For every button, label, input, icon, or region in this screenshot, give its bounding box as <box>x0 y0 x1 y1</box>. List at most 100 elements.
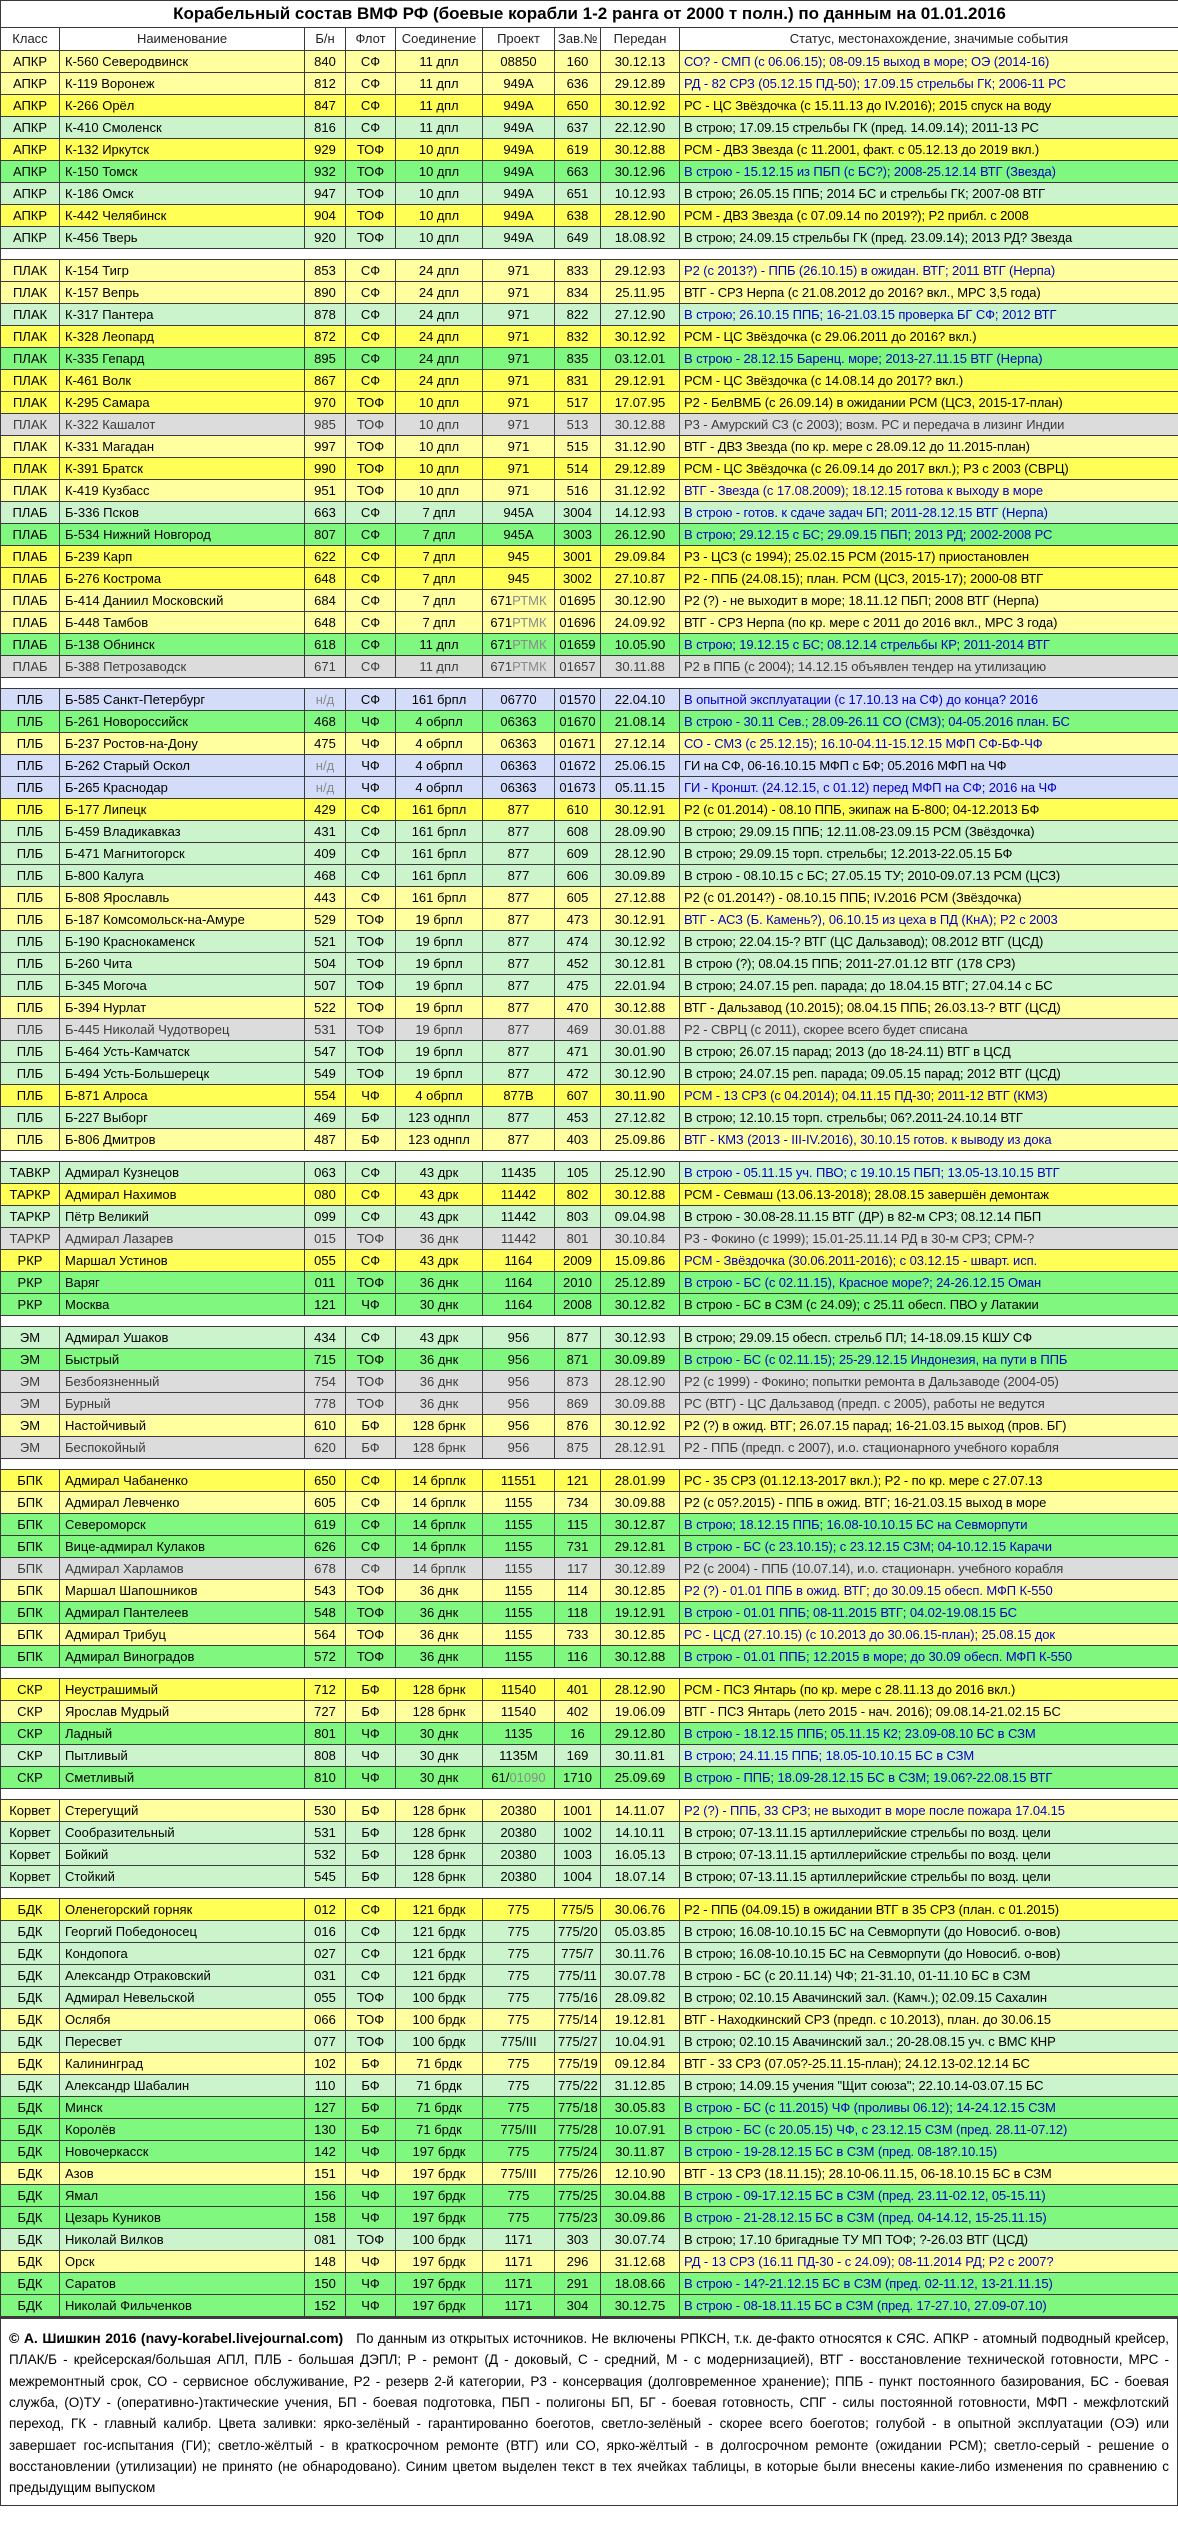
cell-date: 29.12.93 <box>600 259 680 282</box>
cell-fleet: ТОФ <box>345 930 396 953</box>
cell-project: 11540 <box>482 1700 555 1723</box>
cell-status: Р3 - Амурский СЗ (с 2003); возм. РС и пе… <box>678 413 1178 436</box>
ships-table: Корабельный состав ВМФ РФ (боевые корабл… <box>0 0 1178 2317</box>
cell-fleet: ТОФ <box>345 226 396 249</box>
ship-row: ПЛБ Б-237 Ростов-на-Дону 475 ЧФ 4 обрпл 06363… <box>0 732 1178 755</box>
ship-row: БДК Калининград 102 БФ 71 брдк 775 775/19 09.12… <box>0 2052 1178 2075</box>
cell-project: 775 <box>482 1942 555 1965</box>
cell-status: Р2 в ППБ (с 2004); 14.12.15 объявлен тен… <box>678 655 1178 678</box>
cell-unit: 197 брдк <box>395 2140 483 2163</box>
cell-project: 20380 <box>482 1799 555 1822</box>
cell-bort: 648 <box>304 611 346 634</box>
cell-bort: 929 <box>304 138 346 161</box>
cell-zav: 470 <box>554 996 601 1019</box>
cell-zav: 01672 <box>554 754 601 777</box>
cell-project: 11435 <box>482 1161 555 1184</box>
cell-class: БПК <box>0 1535 60 1558</box>
cell-bort: 409 <box>304 842 346 865</box>
ship-row: БДК Ямал 156 ЧФ 197 брдк 775 775/25 30.04.88 В с… <box>0 2184 1178 2207</box>
cell-status: Р3 - Фокино (с 1999); 15.01-25.11.14 РД … <box>678 1227 1178 1250</box>
cell-class: ПЛБ <box>0 1062 60 1085</box>
ship-row: АПКР К-132 Иркутск 929 ТОФ 10 дпл 949А 619 30.1… <box>0 138 1178 161</box>
cell-class: ПЛБ <box>0 710 60 733</box>
cell-bort: 622 <box>304 545 346 568</box>
cell-status: В строю; 22.04.15-? ВТГ (ЦС Дальзавод); … <box>678 930 1178 953</box>
cell-class: ПЛБ <box>0 688 60 711</box>
cell-project: 775 <box>482 2184 555 2207</box>
cell-bort: 507 <box>304 974 346 997</box>
cell-zav: 474 <box>554 930 601 953</box>
cell-class: АПКР <box>0 72 60 95</box>
cell-status: В строю; 24.07.15 реп. парада; 09.05.15 … <box>678 1062 1178 1085</box>
cell-unit: 36 днк <box>395 1601 483 1624</box>
cell-unit: 7 дпл <box>395 589 483 612</box>
cell-project: 1155 <box>482 1623 555 1646</box>
cell-project: 877В <box>482 1084 555 1107</box>
cell-bort: 142 <box>304 2140 346 2163</box>
cell-date: 28.12.91 <box>600 1436 680 1459</box>
cell-class: ПЛБ <box>0 842 60 865</box>
cell-class: АПКР <box>0 94 60 117</box>
ship-row: ПЛБ Б-177 Липецк 429 СФ 161 брпл 877 610 30.12.… <box>0 798 1178 821</box>
cell-date: 18.07.14 <box>600 1865 680 1888</box>
cell-project: 971 <box>482 369 555 392</box>
cell-status: В строю; 26.10.15 ППБ; 16-21.03.15 прове… <box>678 303 1178 326</box>
cell-project: 1171 <box>482 2272 555 2295</box>
cell-zav: 16 <box>554 1722 601 1745</box>
cell-class: ПЛАК <box>0 457 60 480</box>
cell-name: Маршал Шапошников <box>59 1579 305 1602</box>
column-header-row: Класс Наименование Б/н Флот Соединение П… <box>0 27 1178 51</box>
cell-status: В строю - 30.08-28.11.15 ВТГ (ДР) в 82-м… <box>678 1205 1178 1228</box>
cell-project: 956 <box>482 1348 555 1371</box>
cell-project: 1155 <box>482 1601 555 1624</box>
cell-bort: н/д <box>304 776 346 799</box>
cell-class: БДК <box>0 2140 60 2163</box>
cell-date: 30.07.78 <box>600 1964 680 1987</box>
cell-status: В строю; 24.11.15 ППБ; 18.05-10.10.15 БС… <box>678 1744 1178 1767</box>
ship-row: ПЛБ Б-494 Усть-Большерецк 549 ТОФ 19 брпл 877… <box>0 1062 1178 1085</box>
cell-name: Б-800 Калуга <box>59 864 305 887</box>
cell-class: БДК <box>0 1986 60 2009</box>
cell-bort: 650 <box>304 1469 346 1492</box>
cell-zav: 775/7 <box>554 1942 601 1965</box>
cell-status: Р3 - ЦСЗ (с 1994); 25.02.15 РСМ (2015-17… <box>678 545 1178 568</box>
cell-date: 03.12.01 <box>600 347 680 370</box>
cell-date: 26.12.90 <box>600 523 680 546</box>
cell-status: В строю; 07-13.11.15 артиллерийские стре… <box>678 1843 1178 1866</box>
ship-row: БДК Георгий Победоносец 016 СФ 121 брдк 775 77… <box>0 1920 1178 1943</box>
cell-name: Б-394 Нурлат <box>59 996 305 1019</box>
cell-date: 22.12.90 <box>600 116 680 139</box>
cell-date: 30.12.93 <box>600 1326 680 1349</box>
cell-date: 29.09.84 <box>600 545 680 568</box>
cell-name: Пересвет <box>59 2030 305 2053</box>
cell-bort: 618 <box>304 633 346 656</box>
ship-row: АПКР К-442 Челябинск 904 ТОФ 10 дпл 949А 638 28… <box>0 204 1178 227</box>
cell-name: Бойкий <box>59 1843 305 1866</box>
cell-bort: 545 <box>304 1865 346 1888</box>
cell-zav: 775/25 <box>554 2184 601 2207</box>
cell-class: БДК <box>0 2294 60 2317</box>
cell-bort: 434 <box>304 1326 346 1349</box>
cell-class: БДК <box>0 2228 60 2251</box>
cell-status: В строю; 17.09.15 стрельбы ГК (пред. 14.… <box>678 116 1178 139</box>
cell-unit: 30 днк <box>395 1722 483 1745</box>
cell-unit: 121 брдк <box>395 1898 483 1921</box>
ship-row: ПЛБ Б-445 Николай Чудотворец 531 ТОФ 19 брпл… <box>0 1018 1178 1041</box>
cell-status: Р2 (?) - не выходит в море; 18.11.12 ПБП… <box>678 589 1178 612</box>
cell-unit: 7 дпл <box>395 501 483 524</box>
cell-bort: 151 <box>304 2162 346 2185</box>
ship-row: СКР Ладный 801 ЧФ 30 днк 1135 16 29.12.80 В стро… <box>0 1722 1178 1745</box>
cell-fleet: СФ <box>345 1469 396 1492</box>
cell-bort: 099 <box>304 1205 346 1228</box>
cell-unit: 19 брпл <box>395 1062 483 1085</box>
cell-class: СКР <box>0 1700 60 1723</box>
cell-unit: 24 дпл <box>395 281 483 304</box>
cell-status: ВТГ - ДВЗ Звезда (по кр. мере с 28.09.12… <box>678 435 1178 458</box>
cell-class: ПЛБ <box>0 820 60 843</box>
cell-unit: 4 обрпл <box>395 1084 483 1107</box>
cell-date: 29.12.89 <box>600 72 680 95</box>
cell-project: 949А <box>482 94 555 117</box>
cell-fleet: ТОФ <box>345 1645 396 1668</box>
cell-bort: 853 <box>304 259 346 282</box>
separator-cell <box>0 1150 1178 1162</box>
